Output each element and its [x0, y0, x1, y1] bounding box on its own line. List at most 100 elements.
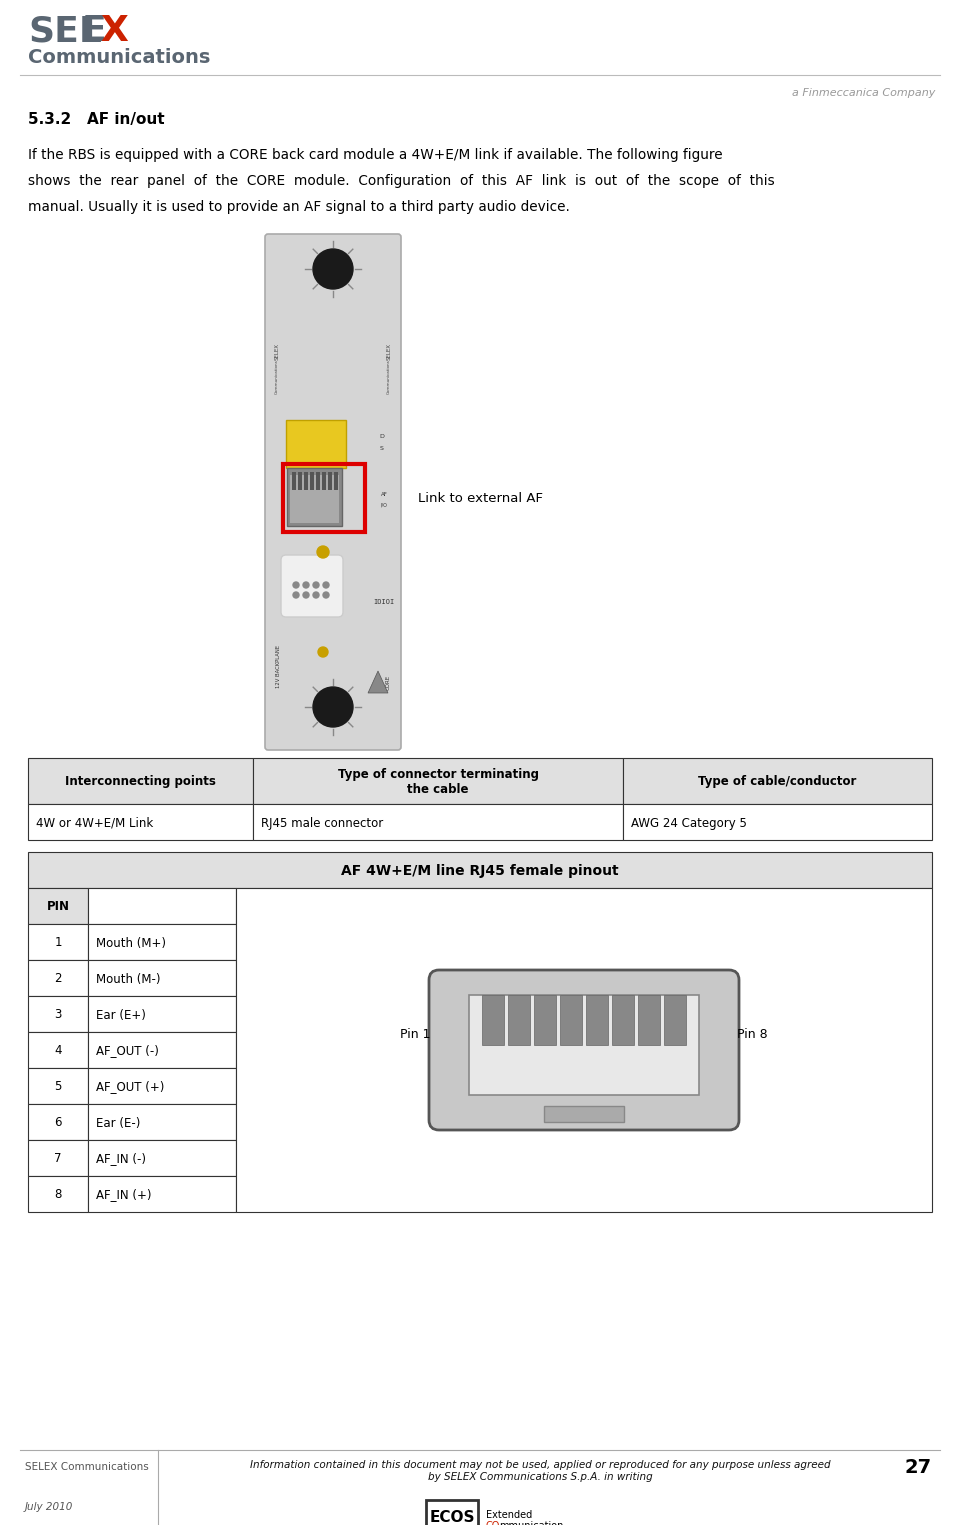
- Bar: [88, 888, 236, 924]
- Bar: [28, 1176, 88, 1212]
- Text: Extended: Extended: [486, 1510, 532, 1520]
- FancyBboxPatch shape: [265, 233, 401, 750]
- Bar: [292, 473, 296, 490]
- Bar: [28, 1068, 88, 1104]
- Bar: [88, 1068, 236, 1104]
- Bar: [28, 996, 88, 1032]
- Bar: [88, 924, 236, 961]
- Text: Pin 1: Pin 1: [400, 1028, 431, 1042]
- FancyBboxPatch shape: [281, 555, 343, 618]
- Bar: [304, 473, 308, 490]
- Bar: [316, 473, 320, 490]
- Text: 2: 2: [55, 973, 61, 985]
- Bar: [612, 994, 634, 1045]
- Bar: [28, 1141, 88, 1176]
- Bar: [253, 758, 623, 804]
- Bar: [328, 473, 332, 490]
- Bar: [88, 1141, 236, 1176]
- Text: 27: 27: [905, 1458, 932, 1478]
- Text: 4: 4: [55, 1045, 61, 1057]
- Text: IOIOI: IOIOI: [373, 599, 395, 605]
- Text: a Finmeccanica Company: a Finmeccanica Company: [792, 88, 935, 98]
- Text: Type of cable/conductor: Type of cable/conductor: [698, 776, 856, 788]
- Bar: [28, 888, 88, 924]
- Bar: [638, 994, 660, 1045]
- Text: X: X: [100, 14, 128, 47]
- Text: Communications: Communications: [28, 47, 210, 67]
- Text: Interconnecting points: Interconnecting points: [65, 776, 216, 788]
- Bar: [28, 961, 88, 996]
- Bar: [287, 468, 342, 526]
- Bar: [664, 994, 686, 1045]
- Text: SELEX: SELEX: [387, 343, 392, 360]
- Text: ECOS: ECOS: [429, 1510, 475, 1525]
- Text: mmunication: mmunication: [499, 1520, 564, 1525]
- Bar: [28, 852, 932, 888]
- Text: E: E: [82, 14, 107, 47]
- Circle shape: [323, 583, 329, 589]
- Text: AF 4W+E/M line RJ45 female pinout: AF 4W+E/M line RJ45 female pinout: [341, 865, 619, 878]
- Text: AF_OUT (-): AF_OUT (-): [96, 1045, 158, 1057]
- Circle shape: [303, 583, 309, 589]
- Bar: [28, 924, 88, 961]
- Text: Ear (E-): Ear (E-): [96, 1116, 140, 1130]
- Circle shape: [303, 592, 309, 598]
- Circle shape: [318, 647, 328, 657]
- Text: AF_OUT (+): AF_OUT (+): [96, 1081, 164, 1093]
- Bar: [508, 994, 530, 1045]
- Bar: [253, 804, 623, 840]
- Text: Link to external AF: Link to external AF: [418, 493, 543, 505]
- Bar: [283, 464, 365, 532]
- Bar: [28, 1032, 88, 1068]
- Text: 12V BACKPLANE: 12V BACKPLANE: [276, 645, 280, 688]
- Bar: [290, 474, 339, 523]
- Bar: [310, 473, 314, 490]
- Text: Pin 8: Pin 8: [737, 1028, 768, 1042]
- Text: manual. Usually it is used to provide an AF signal to a third party audio device: manual. Usually it is used to provide an…: [28, 200, 570, 214]
- Circle shape: [313, 592, 319, 598]
- Text: 8: 8: [55, 1188, 61, 1202]
- Text: Ear (E+): Ear (E+): [96, 1008, 146, 1022]
- Bar: [623, 804, 932, 840]
- Text: If the RBS is equipped with a CORE back card module a 4W+E/M link if available. : If the RBS is equipped with a CORE back …: [28, 148, 723, 162]
- Text: AF_IN (+): AF_IN (+): [96, 1188, 152, 1202]
- Bar: [88, 1032, 236, 1068]
- Text: SEL: SEL: [28, 14, 102, 47]
- Bar: [544, 1106, 624, 1122]
- Bar: [534, 994, 556, 1045]
- Circle shape: [313, 583, 319, 589]
- Text: AF_IN (-): AF_IN (-): [96, 1153, 146, 1165]
- Text: SELEX: SELEX: [275, 343, 279, 360]
- Bar: [88, 1176, 236, 1212]
- Text: D: D: [379, 435, 384, 439]
- Bar: [286, 419, 346, 468]
- Text: 3: 3: [55, 1008, 61, 1022]
- Bar: [236, 888, 932, 1212]
- Bar: [88, 961, 236, 996]
- Text: shows  the  rear  panel  of  the  CORE  module.  Configuration  of  this  AF  li: shows the rear panel of the CORE module.…: [28, 174, 775, 188]
- Text: S: S: [380, 447, 384, 451]
- Text: I/O: I/O: [380, 503, 388, 508]
- Text: 5.3.2   AF in/out: 5.3.2 AF in/out: [28, 111, 164, 127]
- Bar: [88, 996, 236, 1032]
- Bar: [426, 1501, 478, 1525]
- Text: AF: AF: [380, 493, 388, 497]
- Bar: [28, 804, 253, 840]
- Text: Mouth (M-): Mouth (M-): [96, 973, 160, 985]
- Text: 7: 7: [55, 1153, 61, 1165]
- Bar: [469, 994, 699, 1095]
- Bar: [334, 473, 338, 490]
- Text: July 2010: July 2010: [25, 1502, 73, 1511]
- Text: 5: 5: [55, 1081, 61, 1093]
- Text: CORE: CORE: [386, 674, 391, 689]
- Bar: [298, 473, 302, 490]
- Circle shape: [323, 592, 329, 598]
- Circle shape: [293, 583, 299, 589]
- Polygon shape: [368, 671, 388, 692]
- Text: 4W or 4W+E/M Link: 4W or 4W+E/M Link: [36, 816, 154, 830]
- Circle shape: [317, 546, 329, 558]
- Text: 6: 6: [55, 1116, 61, 1130]
- Text: Mouth (M+): Mouth (M+): [96, 936, 166, 950]
- Text: AWG 24 Category 5: AWG 24 Category 5: [631, 816, 747, 830]
- Circle shape: [313, 686, 353, 727]
